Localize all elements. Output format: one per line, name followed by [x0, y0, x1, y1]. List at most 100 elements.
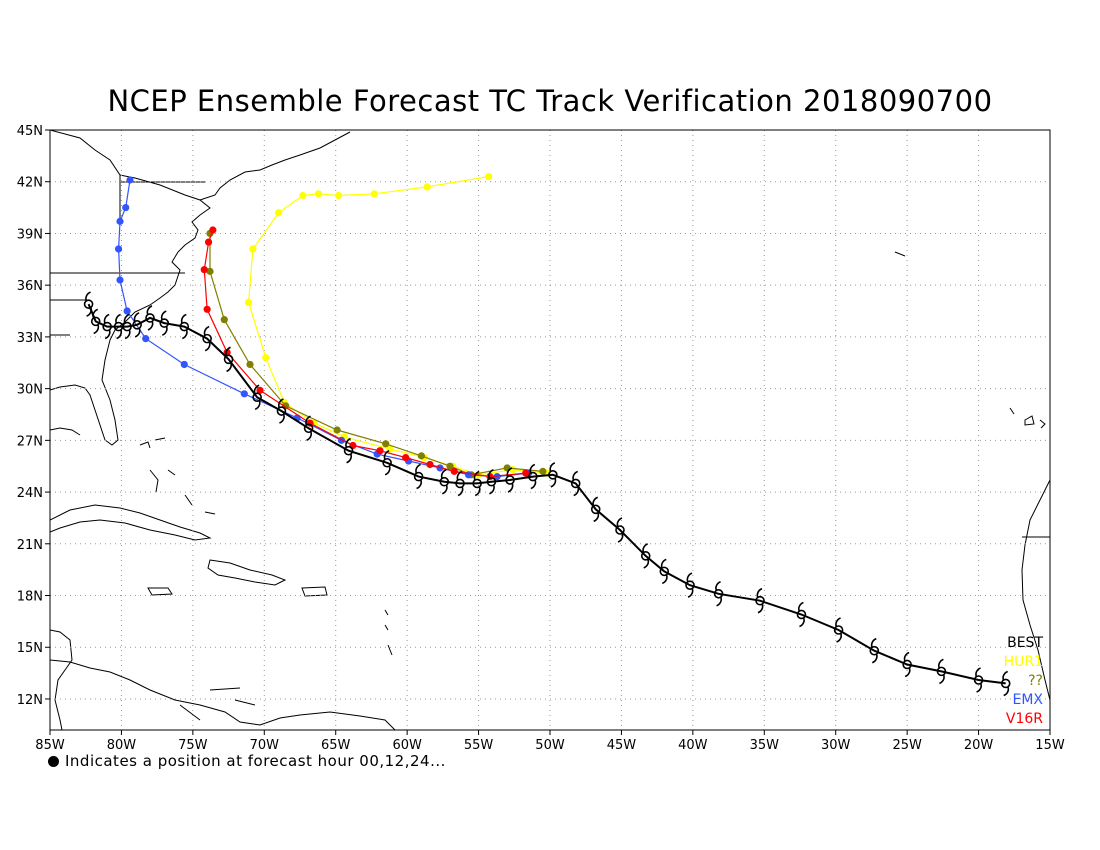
track-point [244, 298, 253, 307]
track-point [333, 426, 341, 434]
hurricane-icon [570, 470, 581, 497]
lon-tick-label: 70W [250, 738, 280, 753]
hurricane-icon [303, 415, 314, 442]
hurricane-icon [973, 667, 984, 693]
hurricane-icon [713, 581, 724, 607]
track-point [116, 217, 124, 225]
legend-entry: ?? [1028, 673, 1043, 689]
hurricane-icon [528, 463, 538, 490]
lat-tick-label: 24N [17, 486, 43, 501]
dot-marker-icon [48, 755, 59, 767]
track-line [209, 233, 543, 476]
lon-tick-label: 85W [35, 738, 65, 753]
hurricane-icon [202, 325, 212, 352]
lon-tick-label: 40W [678, 738, 708, 753]
lat-tick-label: 15N [17, 641, 43, 656]
track-point [206, 267, 214, 275]
track-point [262, 353, 270, 362]
track-point [256, 386, 264, 394]
legend-entry: HUR1 [1004, 654, 1043, 670]
hurricane-icon [902, 651, 912, 678]
lon-tick-label: 25W [892, 738, 922, 753]
hurricane-icon [113, 313, 124, 340]
legend-entry: EMX [1012, 692, 1043, 708]
track-point [299, 191, 307, 200]
track-line [87, 303, 1006, 685]
hurricane-icon [83, 291, 94, 317]
hurricane-icon [833, 617, 844, 643]
track-xx [206, 229, 547, 479]
hurricane-icon [936, 658, 947, 685]
hurricane-icon [276, 398, 287, 424]
track-point [423, 183, 431, 191]
track-emx [114, 176, 533, 481]
track-point [246, 360, 254, 369]
track-point [116, 276, 124, 284]
legend-entry: BEST [1007, 635, 1043, 651]
track-point [122, 203, 130, 212]
lat-tick-label: 30N [17, 383, 43, 398]
lon-tick-label: 45W [607, 738, 637, 753]
lon-tick-label: 20W [964, 738, 994, 753]
hurricane-icon [755, 587, 765, 614]
lon-tick-label: 65W [321, 738, 351, 753]
track-point [450, 467, 458, 475]
hurricane-icon [869, 637, 880, 664]
hurricane-icon [439, 468, 450, 495]
hurricane-icon [413, 463, 424, 490]
hurricane-icon [548, 462, 558, 488]
lon-tick-label: 15W [1035, 738, 1065, 753]
track-point [376, 447, 384, 455]
graticule [50, 130, 1050, 730]
track-hur1 [244, 172, 551, 479]
hurricane-icon [455, 470, 465, 497]
legend-entry: V16R [1006, 711, 1043, 727]
hurricane-icon [505, 467, 515, 493]
hurricane-icon [382, 449, 392, 476]
lon-tick-label: 75W [178, 738, 208, 753]
hurricane-icon [252, 384, 262, 411]
track-point [204, 238, 213, 246]
track-v16r [200, 226, 530, 481]
footnote-text: Indicates a position at forecast hour 00… [65, 752, 446, 770]
hurricane-icon [796, 601, 807, 628]
track-best [83, 291, 1011, 697]
lon-tick-label: 55W [464, 738, 494, 753]
lon-tick-label: 35W [750, 738, 780, 753]
lat-tick-label: 27N [17, 434, 43, 449]
track-point [464, 471, 473, 479]
hurricane-icon [159, 310, 170, 336]
track-point [126, 176, 134, 184]
track-point [539, 467, 547, 475]
track-point [240, 390, 248, 398]
hurricane-icon [1000, 670, 1011, 697]
lat-tick-label: 18N [17, 590, 43, 605]
track-point [200, 266, 208, 274]
map-title: NCEP Ensemble Forecast TC Track Verifica… [107, 84, 993, 118]
longitude-axis: 85W 80W 75W 70W 65W 60W 55W 50W 45W 40W 35W 30W 25W 2… [35, 730, 1065, 753]
lon-tick-label: 30W [821, 738, 851, 753]
hurricane-icon [132, 312, 142, 338]
hurricane-icon [90, 308, 101, 335]
coastlines [50, 130, 1050, 730]
hurricane-icon [223, 346, 234, 373]
lat-tick-label: 42N [17, 176, 43, 191]
track-point [349, 441, 357, 450]
hurricane-icon [472, 470, 482, 497]
lat-tick-label: 12N [17, 693, 43, 708]
track-point [402, 453, 410, 462]
lat-tick-label: 36N [17, 279, 43, 294]
hurricane-icon [343, 437, 354, 464]
hurricane-icon [685, 572, 695, 598]
footnote: Indicates a position at forecast hour 00… [48, 752, 446, 770]
hurricane-icon [615, 517, 625, 543]
hurricane-icon [145, 305, 155, 331]
track-point [220, 316, 228, 324]
track-point [203, 305, 211, 313]
lon-tick-label: 80W [107, 738, 137, 753]
track-point [484, 172, 493, 181]
track-point [370, 190, 378, 198]
track-line [203, 229, 526, 478]
track-point [493, 472, 501, 481]
